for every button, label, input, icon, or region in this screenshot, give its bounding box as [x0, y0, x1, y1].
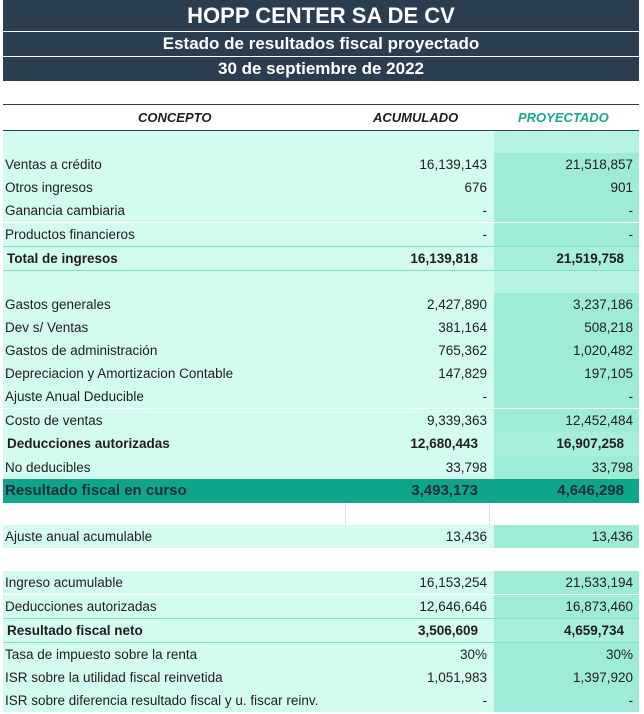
row-projected: - — [494, 223, 639, 246]
row-projected: 4,659,734 — [494, 619, 639, 642]
row-accumulated: 33,798 — [445, 460, 487, 475]
row-projected: 197,105 — [494, 362, 639, 385]
row-label: Productos financieros — [5, 227, 135, 242]
table-row: No deducibles 33,798 33,798 — [3, 456, 639, 479]
table-row: Gastos de administración 765,362 1,020,4… — [3, 339, 639, 362]
cell-gridline — [345, 503, 490, 525]
table-row: Ingreso acumulable 16,153,254 21,533,194 — [3, 571, 639, 594]
row-accumulated: 3,493,173 — [411, 482, 478, 499]
row-label: Gastos generales — [5, 297, 111, 312]
row-projected: 901 — [494, 176, 639, 199]
row-accumulated: 16,153,254 — [419, 575, 487, 590]
total-row: Total de ingresos 16,139,818 21,519,758 — [3, 246, 639, 271]
row-accumulated: 381,164 — [438, 320, 487, 335]
row-label: Ajuste Anual Deducible — [5, 389, 144, 404]
row-label: Deducciones autorizadas — [7, 436, 170, 451]
row-projected: 16,873,460 — [494, 595, 639, 618]
row-label: Costo de ventas — [5, 413, 103, 428]
spacer-row — [3, 548, 639, 571]
row-label: ISR sobre diferencia resultado fiscal y … — [5, 693, 319, 708]
row-accumulated: - — [482, 203, 488, 218]
total-row: Deducciones autorizadas 12,680,443 16,90… — [3, 432, 639, 456]
row-label: Otros ingresos — [5, 180, 93, 195]
table-row: Dev s/ Ventas 381,164 508,218 — [3, 316, 639, 339]
table-row: ISR sobre diferencia resultado fiscal y … — [3, 689, 639, 712]
row-accumulated: - — [482, 227, 488, 242]
column-header-row: CONCEPTO ACUMULADO PROYECTADO — [3, 104, 639, 131]
total-row: Resultado fiscal neto 3,506,609 4,659,73… — [3, 618, 639, 643]
row-projected: 21,519,758 — [494, 247, 639, 270]
row-accumulated: 765,362 — [438, 343, 487, 358]
company-name: HOPP CENTER SA DE CV — [3, 0, 639, 31]
table-row: Depreciacion y Amortizacion Contable 147… — [3, 362, 639, 385]
row-accumulated: 12,680,443 — [410, 436, 478, 451]
report-date: 30 de septiembre de 2022 — [3, 57, 639, 81]
spacer-row — [3, 131, 639, 153]
table-row: Ajuste anual acumulable 13,436 13,436 — [3, 525, 639, 548]
spacer-row — [3, 503, 639, 525]
row-projected: 33,798 — [494, 456, 639, 479]
row-projected: 13,436 — [494, 525, 639, 548]
table-row: Ventas a crédito 16,139,143 21,518,857 — [3, 153, 639, 176]
row-projected: 16,907,258 — [494, 432, 639, 456]
row-label: Gastos de administración — [5, 343, 158, 358]
row-label: Depreciacion y Amortizacion Contable — [5, 366, 234, 381]
row-projected: - — [494, 689, 639, 712]
row-accumulated: 30% — [459, 647, 487, 662]
row-accumulated: - — [482, 389, 488, 404]
row-projected: 30% — [494, 643, 639, 666]
row-projected: - — [494, 385, 639, 408]
spacer-row — [3, 271, 639, 293]
row-projected: 1,397,920 — [494, 666, 639, 689]
row-accumulated: 16,139,143 — [419, 157, 487, 172]
table-row: Gastos generales 2,427,890 3,237,186 — [3, 293, 639, 316]
row-projected: 508,218 — [494, 316, 639, 339]
table-row: Otros ingresos 676 901 — [3, 176, 639, 199]
row-accumulated: 9,339,363 — [426, 413, 487, 428]
row-projected: 3,237,186 — [494, 293, 639, 316]
row-label: Dev s/ Ventas — [5, 320, 89, 335]
table-row: Ganancia cambiaria - - — [3, 199, 639, 222]
row-label: Ganancia cambiaria — [5, 203, 126, 218]
row-projected: 21,518,857 — [494, 153, 639, 176]
row-projected: 4,646,298 — [557, 482, 624, 499]
table-row: Productos financieros - - — [3, 223, 639, 246]
row-label: ISR sobre la utilidad fiscal reinvetida — [5, 670, 223, 685]
table-row: Costo de ventas 9,339,363 12,452,484 — [3, 409, 639, 432]
highlight-row: Resultado fiscal en curso 3,493,173 4,64… — [3, 479, 639, 503]
row-projected: 21,533,194 — [494, 571, 639, 594]
row-label: Total de ingresos — [7, 251, 118, 266]
report-title: Estado de resultados fiscal proyectado — [3, 32, 639, 56]
row-projected: 1,020,482 — [494, 339, 639, 362]
row-accumulated: 13,436 — [445, 529, 487, 544]
row-label: Ingreso acumulable — [5, 575, 123, 590]
row-projected: - — [494, 199, 639, 222]
table-row: Tasa de impuesto sobre la renta 30% 30% — [3, 643, 639, 666]
table-row: Deducciones autorizadas 12,646,646 16,87… — [3, 595, 639, 618]
row-accumulated: 2,427,890 — [426, 297, 487, 312]
row-accumulated: 16,139,818 — [410, 251, 478, 266]
row-accumulated: 12,646,646 — [419, 599, 487, 614]
column-header-concept: CONCEPTO — [138, 110, 212, 125]
row-accumulated: 676 — [464, 180, 487, 195]
row-accumulated: 3,506,609 — [417, 623, 478, 638]
row-label: Tasa de impuesto sobre la renta — [5, 647, 198, 662]
row-label: Ventas a crédito — [5, 157, 102, 172]
row-label: Deducciones autorizadas — [5, 599, 157, 614]
row-label: No deducibles — [5, 460, 91, 475]
column-header-projected: PROYECTADO — [518, 110, 609, 125]
column-header-accumulated: ACUMULADO — [373, 110, 459, 125]
row-label: Resultado fiscal neto — [7, 623, 143, 638]
row-accumulated: - — [482, 693, 488, 708]
row-label: Resultado fiscal en curso — [5, 482, 187, 499]
row-accumulated: 1,051,983 — [426, 670, 487, 685]
row-label: Ajuste anual acumulable — [5, 529, 153, 544]
table-row: ISR sobre la utilidad fiscal reinvetida … — [3, 666, 639, 689]
row-projected: 12,452,484 — [494, 409, 639, 432]
table-row: Ajuste Anual Deducible - - — [3, 385, 639, 408]
row-accumulated: 147,829 — [438, 366, 487, 381]
